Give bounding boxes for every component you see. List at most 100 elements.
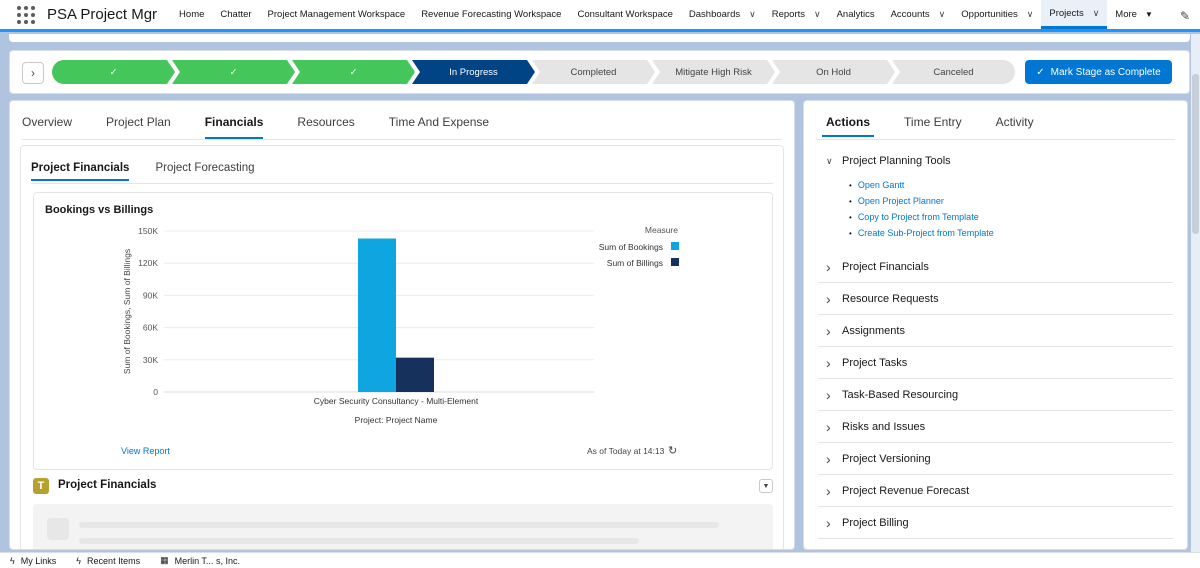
- nav-item-reports[interactable]: Reports ∨: [764, 0, 829, 29]
- tab-project-plan[interactable]: Project Plan: [106, 115, 171, 129]
- loading-skeleton: [33, 504, 773, 549]
- section-project-billing[interactable]: › Project Billing: [818, 507, 1173, 539]
- y-axis-label: Sum of Bookings, Sum of Billings: [122, 249, 132, 374]
- legend-label: Sum of Bookings: [599, 242, 663, 252]
- skeleton-block: [47, 518, 69, 540]
- subtab-project-forecasting[interactable]: Project Forecasting: [155, 162, 255, 174]
- section-risks-and-issues[interactable]: › Risks and Issues: [818, 411, 1173, 443]
- planning-link-label: Create Sub-Project from Template: [857, 228, 994, 238]
- path-bar: › ✓ ✓ ✓ In Progress Completed Mitigate High R…: [9, 50, 1190, 94]
- bar-sum-of-bookings: [358, 238, 396, 392]
- project-financials-header: T Project Financials ▼: [33, 476, 773, 500]
- chevron-down-icon[interactable]: ∨: [1092, 7, 1100, 18]
- bullet-icon: •: [849, 196, 852, 206]
- path-step-label: On Hold: [816, 66, 851, 78]
- y-tick-label: 0: [153, 387, 158, 397]
- utility-item-1[interactable]: ϟ My Links: [10, 556, 56, 566]
- section-resource-requests[interactable]: › Resource Requests: [818, 283, 1173, 315]
- planning-link[interactable]: • Create Sub-Project from Template: [849, 225, 1173, 241]
- record-main-panel: Overview Project Plan Financials Resources T…: [9, 100, 795, 550]
- planning-link[interactable]: • Copy to Project from Template: [849, 209, 1173, 225]
- view-report-link[interactable]: View Report: [121, 446, 170, 456]
- y-tick-label: 30K: [143, 355, 158, 365]
- path-step-8[interactable]: Canceled: [892, 60, 1015, 84]
- chart-title: Bookings vs Billings: [45, 204, 154, 216]
- section-task-based-resourcing[interactable]: › Task-Based Resourcing: [818, 379, 1173, 411]
- tab-overview[interactable]: Overview: [22, 115, 73, 129]
- project-financials-title: Project Financials: [58, 479, 157, 491]
- planning-link-label: Copy to Project from Template: [857, 212, 979, 222]
- path-toggle-button[interactable]: ›: [22, 62, 44, 84]
- bolt-icon: ϟ: [76, 555, 82, 566]
- chevron-down-icon: ∨: [826, 155, 833, 166]
- nav-item-consultant-workspace[interactable]: Consultant Workspace: [569, 0, 680, 29]
- mark-stage-complete-button[interactable]: ✓ Mark Stage as Complete: [1025, 60, 1172, 84]
- utility-item-3[interactable]: ▦ Merlin T... s, Inc.: [160, 555, 240, 566]
- edit-pencil-icon[interactable]: ✎: [1179, 9, 1190, 23]
- section-header[interactable]: ∨ Project Planning Tools: [818, 149, 1173, 173]
- chevron-down-icon[interactable]: ∨: [813, 9, 821, 19]
- nav-item-chatter[interactable]: Chatter: [212, 0, 259, 29]
- subtab-project-financials[interactable]: Project Financials: [31, 162, 130, 181]
- skeleton-line: [79, 538, 639, 544]
- nav-item-analytics[interactable]: Analytics: [829, 0, 883, 29]
- planning-link-label: Open Gantt: [857, 180, 905, 190]
- bullet-icon: •: [849, 228, 852, 238]
- tab-time-and-expense[interactable]: Time And Expense: [388, 115, 490, 129]
- path-step-5[interactable]: Completed: [532, 60, 655, 84]
- utility-item-label: My Links: [20, 555, 57, 566]
- y-tick-label: 60K: [143, 323, 158, 333]
- chevron-down-icon[interactable]: ∨: [749, 9, 756, 19]
- tab-activity[interactable]: Activity: [995, 115, 1034, 129]
- planning-link[interactable]: • Open Gantt: [849, 177, 1173, 193]
- nav-items: Home Chatter Project Management Workspace R…: [171, 0, 1108, 29]
- dropdown-menu-button[interactable]: ▼: [759, 479, 773, 493]
- nav-item-projects[interactable]: Projects ∨: [1041, 0, 1108, 29]
- tab-time-entry[interactable]: Time Entry: [904, 115, 962, 129]
- tab-financials[interactable]: Financials: [204, 115, 264, 139]
- path-step-7[interactable]: On Hold: [772, 60, 895, 84]
- path-step-1[interactable]: ✓: [52, 60, 175, 84]
- chevron-right-icon: ›: [826, 322, 831, 339]
- path-step-3[interactable]: ✓: [292, 60, 415, 84]
- refresh-icon[interactable]: ↻: [668, 445, 678, 457]
- utility-item-2[interactable]: ϟ Recent Items: [76, 556, 140, 566]
- page-scrollbar[interactable]: [1191, 34, 1200, 552]
- utility-item-label: Merlin T... s, Inc.: [174, 555, 240, 566]
- tab-resources[interactable]: Resources: [297, 115, 355, 129]
- scroll-thumb[interactable]: [1192, 74, 1199, 234]
- utility-bar: ϟ My Links ϟ Recent Items ▦ Merlin T... s, In…: [0, 552, 1200, 568]
- nav-more[interactable]: More ▼: [1107, 0, 1161, 29]
- checkmark-icon: ✓: [109, 66, 118, 78]
- path-step-2[interactable]: ✓: [172, 60, 295, 84]
- bookings-billings-chart: 0 30K 60K 90K 120K 150K Sum of Bookings, Sum o…: [122, 225, 679, 425]
- bullet-icon: •: [849, 212, 852, 222]
- nav-item-accounts[interactable]: Accounts ∨: [883, 0, 954, 29]
- section-assignments[interactable]: › Assignments: [818, 315, 1173, 347]
- nav-item-home[interactable]: Home: [171, 0, 212, 29]
- chevron-down-icon[interactable]: ∨: [1026, 9, 1034, 19]
- caret-down-icon: ▼: [762, 482, 770, 490]
- path-step-4[interactable]: In Progress: [412, 60, 535, 84]
- financials-card: Project Financials Project Forecasting Bo…: [20, 145, 784, 549]
- tab-actions[interactable]: Actions: [822, 115, 875, 137]
- app-launcher-icon[interactable]: [17, 5, 35, 24]
- record-header-strip: [9, 34, 1190, 42]
- section-project-financials[interactable]: › Project Financials: [818, 251, 1173, 283]
- chevron-right-icon: ›: [826, 386, 831, 403]
- path-steps: ✓ ✓ ✓ In Progress Completed Mitigate High Ris…: [52, 60, 1015, 84]
- nav-item-dashboards[interactable]: Dashboards ∨: [681, 0, 764, 29]
- section-project-tasks[interactable]: › Project Tasks: [818, 347, 1173, 379]
- chevron-right-icon: ›: [826, 450, 831, 467]
- section-project-revenue-forecast[interactable]: › Project Revenue Forecast: [818, 475, 1173, 507]
- nav-item-opportunities[interactable]: Opportunities ∨: [953, 0, 1041, 29]
- section-project-versioning[interactable]: › Project Versioning: [818, 443, 1173, 475]
- actions-panel: Actions Time Entry Activity ∨ Project Plan…: [803, 100, 1188, 550]
- planning-link[interactable]: • Open Project Planner: [849, 193, 1173, 209]
- nav-item-project-management-workspace[interactable]: Project Management Workspace: [260, 0, 414, 29]
- y-tick-label: 120K: [138, 258, 158, 268]
- y-tick-label: 90K: [143, 290, 158, 300]
- path-step-6[interactable]: Mitigate High Risk: [652, 60, 775, 84]
- chevron-down-icon[interactable]: ∨: [938, 9, 946, 19]
- nav-item-revenue-forecasting-workspace[interactable]: Revenue Forecasting Workspace: [413, 0, 569, 29]
